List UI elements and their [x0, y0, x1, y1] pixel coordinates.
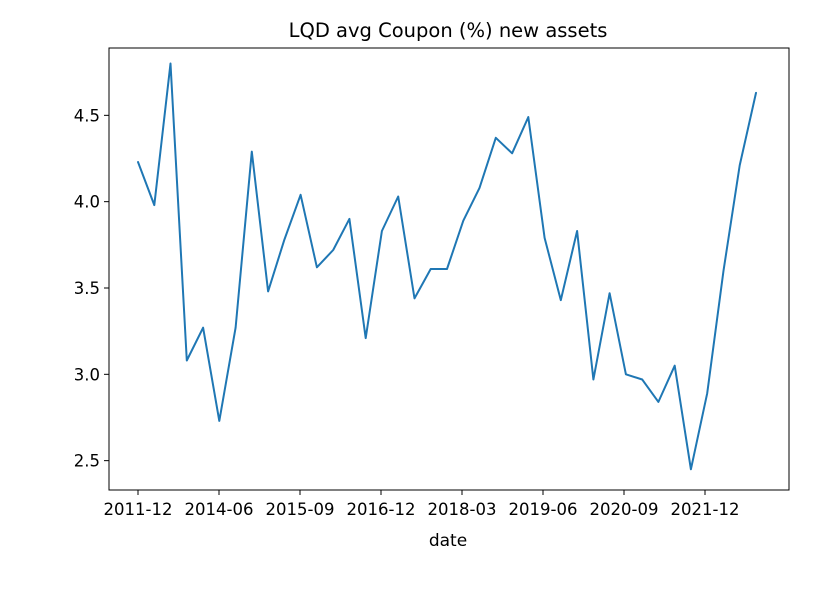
x-tick-label: 2014-06 [185, 500, 254, 519]
y-tick-label: 3.0 [74, 365, 100, 384]
x-tick-label: 2015-09 [266, 500, 335, 519]
plot-area-frame [108, 47, 790, 491]
x-tick-label: 2018-03 [428, 500, 497, 519]
y-tick-label: 3.5 [74, 279, 100, 298]
chart-title: LQD avg Coupon (%) new assets [289, 19, 608, 42]
y-axis: 2.5 3.0 3.5 4.0 4.5 [74, 106, 109, 471]
x-tick-label: 2021-12 [671, 500, 740, 519]
x-tick-label: 2019-06 [509, 500, 578, 519]
y-tick-label: 2.5 [74, 452, 100, 471]
y-tick-label: 4.5 [74, 106, 100, 125]
y-tick-label: 4.0 [74, 193, 100, 212]
x-axis: 2011-12 2014-06 2015-09 2016-12 2018-03 2019-… [104, 490, 740, 519]
x-tick-label: 2016-12 [347, 500, 416, 519]
series-line [137, 62, 757, 471]
x-tick-label: 2011-12 [104, 500, 173, 519]
x-tick-label: 2020-09 [590, 500, 659, 519]
x-axis-label: date [429, 531, 467, 551]
